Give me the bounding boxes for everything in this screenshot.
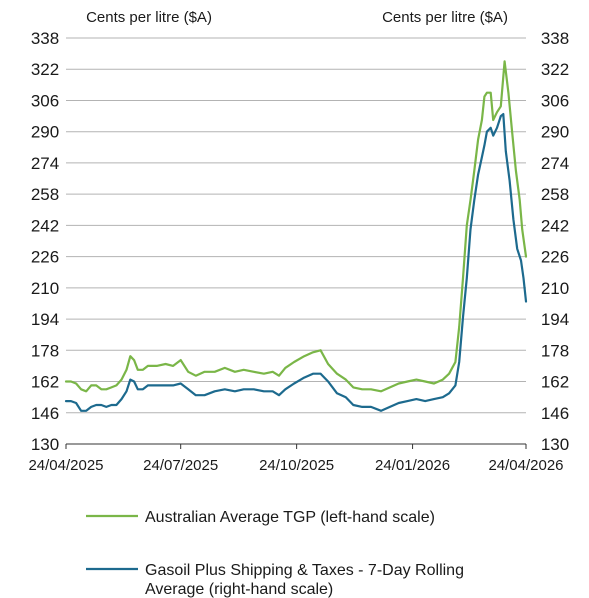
y-tick-label-right: 306 (541, 91, 569, 110)
y-tick-label-left: 274 (31, 154, 59, 173)
x-tick-label: 24/04/2025 (28, 457, 103, 474)
legend-label: Gasoil Plus Shipping & Taxes - 7-Day Rol… (145, 562, 464, 598)
series-lines (64, 60, 528, 412)
left-y-axis-ticks: 338 322 306 290 274 258 242 226 210 194 178 162 146 1… (31, 29, 59, 454)
y-tick-label-right: 226 (541, 248, 569, 267)
y-tick-label-left: 258 (31, 185, 59, 204)
y-tick-label-right: 322 (541, 60, 569, 79)
series-line-gasoil (64, 112, 528, 412)
y-tick-label-left: 242 (31, 216, 59, 235)
legend-label: Australian Average TGP (left-hand scale) (145, 509, 435, 526)
y-tick-label-right: 242 (541, 216, 569, 235)
series-line-tgp (64, 60, 528, 393)
y-tick-label-left: 322 (31, 60, 59, 79)
y-tick-label-right: 290 (541, 123, 569, 142)
y-tick-label-right: 130 (541, 435, 569, 454)
y-tick-label-left: 338 (31, 29, 59, 48)
y-tick-label-right: 146 (541, 404, 569, 423)
x-tick-label: 24/07/2025 (143, 457, 218, 474)
y-tick-label-right: 210 (541, 279, 569, 298)
y-tick-label-left: 306 (31, 91, 59, 110)
right-y-axis-ticks: 338 322 306 290 274 258 242 226 210 194 178 162 146 1… (541, 29, 569, 454)
x-axis-ticks: 24/04/2025 24/07/2025 24/10/2025 24/01/2026… (28, 444, 564, 474)
x-tick-label: 24/01/2026 (375, 457, 450, 474)
x-tick-label: 24/04/2026 (488, 457, 563, 474)
y-tick-label-right: 162 (541, 373, 569, 392)
y-tick-label-right: 274 (541, 154, 569, 173)
y-tick-label-left: 130 (31, 435, 59, 454)
right-axis-title: Cents per litre ($A) (382, 9, 508, 26)
y-tick-label-left: 226 (31, 248, 59, 267)
gridlines (66, 37, 526, 414)
y-tick-label-left: 210 (31, 279, 59, 298)
legend: Australian Average TGP (left-hand scale)… (86, 509, 464, 598)
y-tick-label-right: 178 (541, 341, 569, 360)
y-tick-label-left: 290 (31, 123, 59, 142)
y-tick-label-right: 338 (541, 29, 569, 48)
x-tick-label: 24/10/2025 (259, 457, 334, 474)
y-tick-label-left: 178 (31, 341, 59, 360)
y-tick-label-right: 194 (541, 310, 569, 329)
y-tick-label-right: 258 (541, 185, 569, 204)
y-tick-label-left: 162 (31, 373, 59, 392)
y-tick-label-left: 146 (31, 404, 59, 423)
left-axis-title: Cents per litre ($A) (86, 9, 212, 26)
y-tick-label-left: 194 (31, 310, 59, 329)
